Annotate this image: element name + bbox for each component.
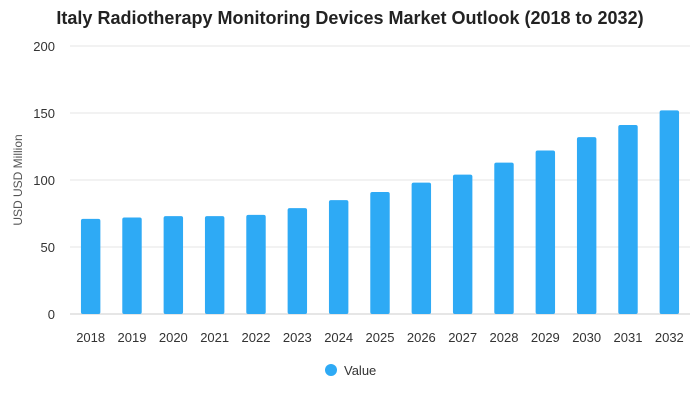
bar-2022[interactable] bbox=[246, 214, 266, 314]
x-axis-tick-labels: 2018 2019 2020 2021 2022 2023 2024 2025 2026 2027… bbox=[76, 330, 684, 345]
legend-label-value: Value bbox=[344, 363, 376, 378]
bar-2019[interactable] bbox=[122, 217, 142, 314]
x-tick-label-2018: 2018 bbox=[76, 330, 105, 345]
bar-2031[interactable] bbox=[618, 125, 638, 314]
bar-2025[interactable] bbox=[370, 192, 390, 314]
legend[interactable]: Value bbox=[325, 363, 376, 378]
bar-2032[interactable] bbox=[659, 110, 680, 314]
x-tick-label-2022: 2022 bbox=[242, 330, 271, 345]
bar-2021[interactable] bbox=[204, 216, 225, 314]
y-tick-label: 100 bbox=[33, 173, 55, 188]
x-tick-label-2024: 2024 bbox=[324, 330, 353, 345]
x-tick-label-2025: 2025 bbox=[366, 330, 395, 345]
x-tick-label-2021: 2021 bbox=[200, 330, 229, 345]
x-tick-label-2029: 2029 bbox=[531, 330, 560, 345]
x-tick-label-2019: 2019 bbox=[118, 330, 147, 345]
y-tick-label: 150 bbox=[33, 106, 55, 121]
x-tick-label-2023: 2023 bbox=[283, 330, 312, 345]
bar-2024[interactable] bbox=[328, 200, 349, 314]
bar-2029[interactable] bbox=[535, 150, 556, 314]
legend-swatch-value bbox=[325, 364, 337, 376]
bar-2020[interactable] bbox=[163, 216, 184, 314]
bars bbox=[80, 110, 680, 314]
y-tick-label: 0 bbox=[48, 307, 55, 322]
x-tick-label-2030: 2030 bbox=[572, 330, 601, 345]
bar-2030[interactable] bbox=[576, 137, 597, 314]
bar-2027[interactable] bbox=[452, 174, 473, 314]
bar-2023[interactable] bbox=[287, 208, 308, 314]
bar-2018[interactable] bbox=[80, 218, 101, 314]
x-tick-label-2031: 2031 bbox=[614, 330, 643, 345]
chart-title: Italy Radiotherapy Monitoring Devices Ma… bbox=[56, 8, 644, 28]
x-tick-label-2020: 2020 bbox=[159, 330, 188, 345]
x-tick-label-2032: 2032 bbox=[655, 330, 684, 345]
bar-2026[interactable] bbox=[411, 182, 432, 314]
x-tick-label-2026: 2026 bbox=[407, 330, 436, 345]
y-axis-title: USD USD Million bbox=[11, 134, 25, 225]
bar-2028[interactable] bbox=[494, 162, 514, 314]
y-tick-label: 200 bbox=[33, 39, 55, 54]
y-axis-tick-labels: 0 50 100 150 200 bbox=[33, 39, 55, 322]
x-tick-label-2027: 2027 bbox=[448, 330, 477, 345]
y-tick-label: 50 bbox=[41, 240, 55, 255]
x-tick-label-2028: 2028 bbox=[490, 330, 519, 345]
